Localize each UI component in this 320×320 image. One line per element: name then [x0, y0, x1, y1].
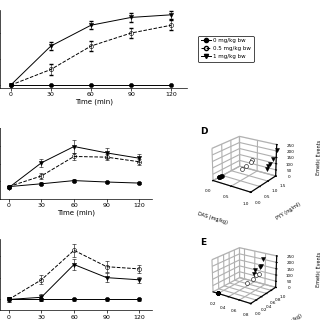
Y-axis label: DAS (mg/kg): DAS (mg/kg)	[275, 312, 303, 320]
Legend: 0 mg/kg bw, 0.5 mg/kg bw, 1 mg/kg bw: 0 mg/kg bw, 0.5 mg/kg bw, 1 mg/kg bw	[198, 36, 253, 62]
Text: D: D	[200, 127, 207, 136]
X-axis label: DAS (mg/kg): DAS (mg/kg)	[197, 212, 228, 225]
X-axis label: Time (min): Time (min)	[75, 98, 113, 105]
X-axis label: Time (min): Time (min)	[57, 210, 95, 216]
Y-axis label: PYY (ng/ml): PYY (ng/ml)	[276, 202, 302, 221]
Text: E: E	[200, 238, 206, 247]
